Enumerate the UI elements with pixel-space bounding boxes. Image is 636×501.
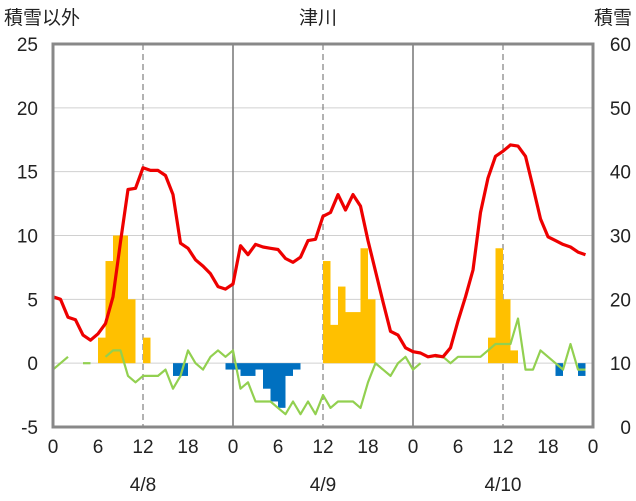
- precip-bar: [368, 299, 376, 364]
- precip-bar: [248, 363, 256, 376]
- precip-bar: [353, 312, 361, 364]
- precip-bar: [555, 363, 563, 376]
- precip-bar: [240, 363, 248, 376]
- precip-bar: [495, 248, 503, 364]
- day-label: 4/10: [485, 475, 522, 496]
- x-tick-labels: 0 6 12 18 0 6 12 18 0 6 12 18 0: [48, 437, 599, 458]
- precip-bar: [293, 363, 301, 370]
- snow-depth-line: [52, 355, 69, 371]
- left-tick-labels: -5 0 5 10 15 20 25: [17, 35, 38, 439]
- precip-bar: [278, 363, 286, 408]
- precip-bar: [225, 363, 233, 370]
- day-label: 4/9: [310, 475, 336, 496]
- precip-bar: [98, 337, 106, 364]
- right-tick-label: 30: [610, 227, 631, 248]
- right-tick-labels: 0 10 20 30 40 50 60: [610, 35, 631, 439]
- day-label: 4/8: [130, 475, 156, 496]
- precip-bar: [338, 286, 346, 364]
- right-tick-label: 10: [610, 354, 631, 375]
- temperature-line: [52, 143, 587, 359]
- right-tick-label: 40: [610, 163, 631, 184]
- precip-bar: [323, 261, 331, 364]
- snow-depth-line: [435, 317, 586, 371]
- x-tick-label: 6: [93, 437, 104, 458]
- x-tick-label: 0: [48, 437, 59, 458]
- x-tick-label: 18: [177, 437, 198, 458]
- precip-bar: [360, 248, 368, 364]
- right-tick-label: 60: [610, 35, 631, 56]
- left-tick-label: 15: [17, 163, 38, 184]
- snow-depth-line: [104, 349, 422, 416]
- precip-bar: [113, 235, 121, 364]
- x-tick-label: 0: [408, 437, 419, 458]
- precip-bar: [488, 337, 496, 364]
- x-tick-label: 0: [588, 437, 599, 458]
- x-tick-label: 18: [537, 437, 558, 458]
- precip-bar: [270, 363, 278, 402]
- left-tick-label: 25: [17, 35, 38, 56]
- x-tick-label: 6: [273, 437, 284, 458]
- precip-bar: [503, 299, 511, 364]
- precip-bar: [255, 363, 263, 370]
- precip-bar: [285, 363, 293, 376]
- x-tick-label: 12: [132, 437, 153, 458]
- x-tick-label: 6: [453, 437, 464, 458]
- precip-bar: [330, 324, 338, 364]
- x-tick-label: 12: [312, 437, 333, 458]
- left-axis-label: 積雪以外: [4, 7, 80, 29]
- plot-border: [51, 42, 595, 429]
- precip-bar: [143, 337, 151, 364]
- precip-bar: [263, 363, 271, 389]
- left-tick-label: 20: [17, 99, 38, 120]
- right-tick-label: 0: [620, 418, 631, 439]
- precip-bar: [180, 363, 188, 376]
- right-tick-label: 50: [610, 99, 631, 120]
- precipitation-bars: [98, 235, 586, 408]
- precip-bar: [120, 235, 128, 364]
- plot-frame: [51, 42, 595, 429]
- precip-bar: [128, 299, 136, 364]
- x-tick-label: 12: [492, 437, 513, 458]
- x-tick-label: 0: [228, 437, 239, 458]
- gridlines: [53, 44, 593, 427]
- precip-bar: [510, 350, 518, 364]
- right-tick-label: 20: [610, 290, 631, 311]
- chart-title: 津川: [299, 7, 337, 29]
- left-tick-label: 10: [17, 227, 38, 248]
- left-tick-label: 5: [27, 290, 38, 311]
- right-axis-label: 積雪: [594, 7, 632, 29]
- day-labels: 4/8 4/9 4/10: [130, 475, 522, 496]
- precip-bar: [345, 312, 353, 364]
- x-tick-label: 18: [357, 437, 378, 458]
- left-tick-label: -5: [21, 418, 38, 439]
- left-tick-label: 0: [27, 354, 38, 375]
- precip-bar: [173, 363, 181, 376]
